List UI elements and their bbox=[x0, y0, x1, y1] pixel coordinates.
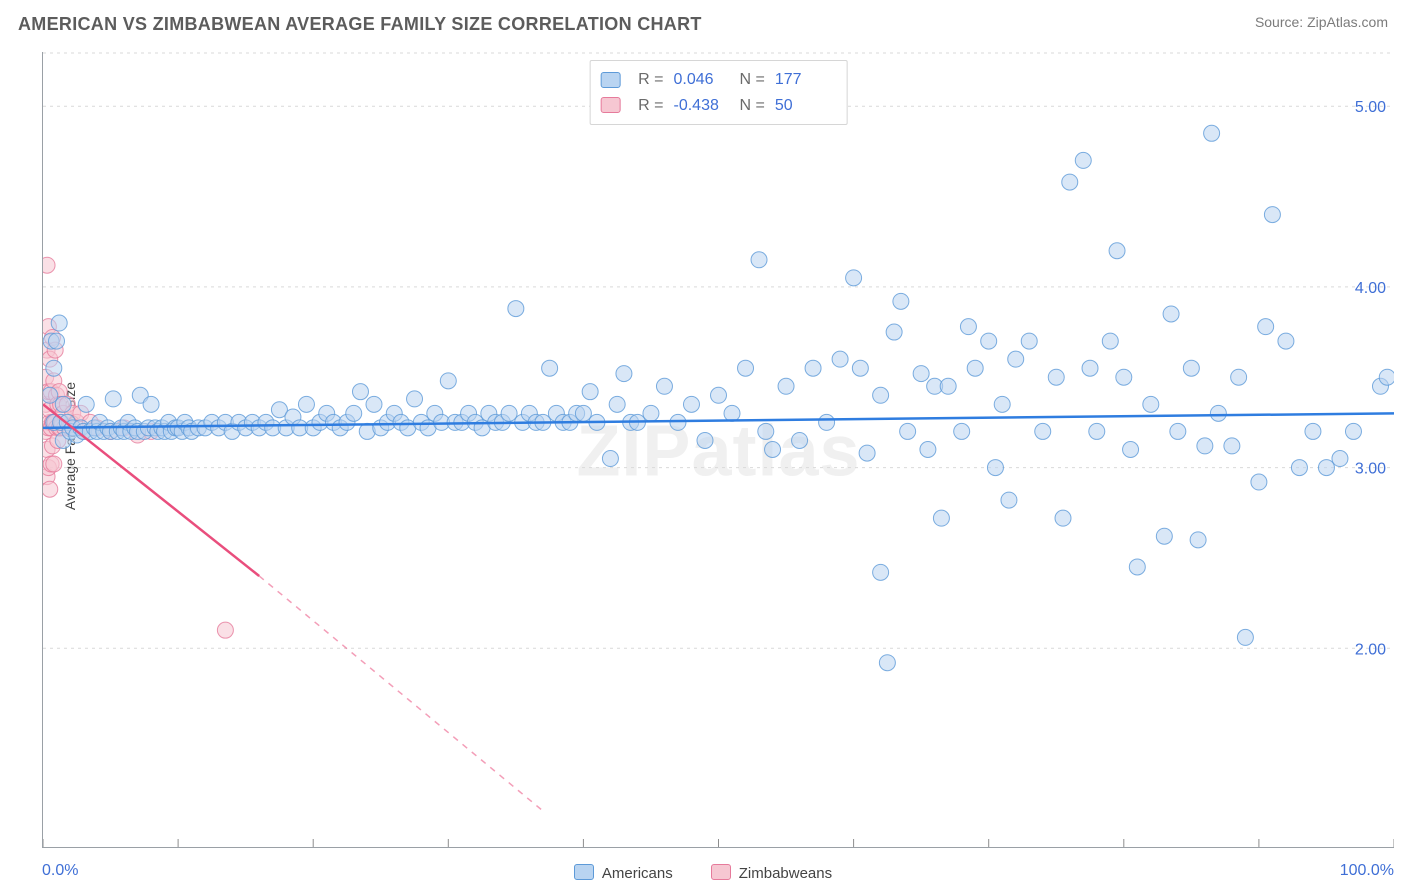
swatch-americans-icon bbox=[600, 72, 620, 88]
svg-text:5.00: 5.00 bbox=[1355, 99, 1386, 116]
source-prefix: Source: bbox=[1255, 14, 1307, 30]
r-value-zimbabweans: -0.438 bbox=[674, 93, 730, 119]
svg-text:3.00: 3.00 bbox=[1355, 461, 1386, 478]
svg-text:2.00: 2.00 bbox=[1355, 641, 1386, 658]
legend-row-americans: R = 0.046 N = 177 bbox=[600, 67, 831, 93]
n-label: N = bbox=[740, 93, 765, 119]
svg-text:4.00: 4.00 bbox=[1355, 280, 1386, 297]
r-label: R = bbox=[638, 67, 663, 93]
chart-title: AMERICAN VS ZIMBABWEAN AVERAGE FAMILY SI… bbox=[18, 14, 702, 35]
correlation-legend: R = 0.046 N = 177 R = -0.438 N = 50 bbox=[589, 60, 848, 125]
r-label: R = bbox=[638, 93, 663, 119]
chart-svg: 2.00 3.00 4.00 5.00 bbox=[43, 52, 1394, 847]
legend-label-zimbabweans: Zimbabweans bbox=[739, 865, 832, 882]
swatch-zimbabweans-icon bbox=[600, 97, 620, 113]
series-legend: Americans Zimbabweans bbox=[0, 864, 1406, 882]
swatch-zimbabweans-icon bbox=[711, 864, 731, 880]
source-label: Source: ZipAtlas.com bbox=[1255, 14, 1388, 30]
source-value: ZipAtlas.com bbox=[1307, 14, 1388, 30]
legend-item-americans: Americans bbox=[574, 864, 673, 882]
n-label: N = bbox=[740, 67, 765, 93]
legend-label-americans: Americans bbox=[602, 865, 673, 882]
legend-row-zimbabweans: R = -0.438 N = 50 bbox=[600, 93, 831, 119]
n-value-zimbabweans: 50 bbox=[775, 93, 831, 119]
chart-plot-area: ZIPatlas R = 0.046 N = 177 R = -0.438 N … bbox=[42, 52, 1394, 848]
swatch-americans-icon bbox=[574, 864, 594, 880]
n-value-americans: 177 bbox=[775, 67, 831, 93]
legend-item-zimbabweans: Zimbabweans bbox=[711, 864, 832, 882]
r-value-americans: 0.046 bbox=[674, 67, 730, 93]
